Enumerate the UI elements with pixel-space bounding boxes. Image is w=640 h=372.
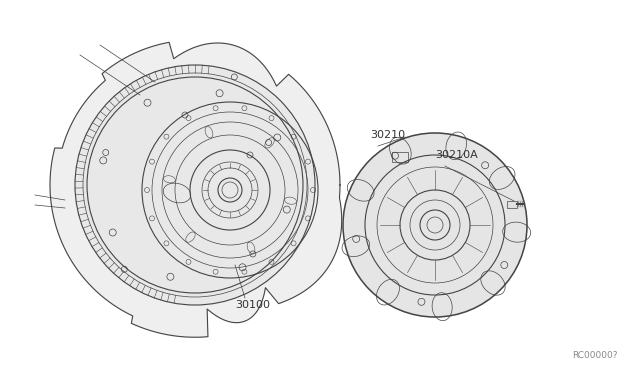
FancyBboxPatch shape [507, 201, 517, 208]
Polygon shape [343, 133, 527, 317]
Polygon shape [50, 42, 342, 337]
Text: 30100: 30100 [235, 300, 270, 310]
Polygon shape [75, 65, 315, 305]
Text: 30210: 30210 [370, 130, 405, 140]
Text: 30210A: 30210A [435, 150, 477, 160]
Text: RC00000?: RC00000? [573, 351, 618, 360]
